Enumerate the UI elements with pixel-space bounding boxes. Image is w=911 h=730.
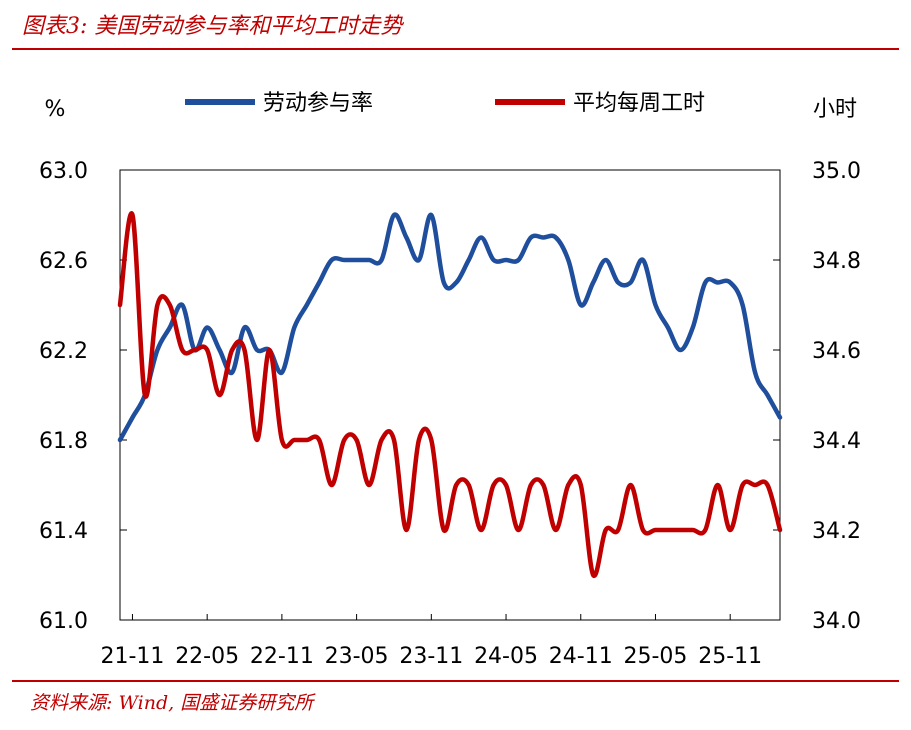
- series-line-1: [117, 212, 783, 443]
- y-right-tick-label: 35.0: [812, 159, 861, 184]
- y-right-tick-label: 34.2: [812, 519, 861, 544]
- y-right-tick-label: 34.8: [812, 249, 861, 274]
- x-tick-label: 24-11: [549, 644, 613, 669]
- x-tick-label: 23-05: [325, 644, 389, 669]
- y-left-tick-label: 62.2: [39, 339, 88, 364]
- y-left-tick-label: 61.4: [39, 519, 88, 544]
- y-left-tick-label: 62.6: [39, 249, 88, 274]
- y-left-tick-label: 61.8: [39, 429, 88, 454]
- legend-label-2: 平均每周工时: [573, 91, 705, 116]
- y-right-tick-label: 34.4: [812, 429, 861, 454]
- y-right-tick-label: 34.6: [812, 339, 861, 364]
- x-tick-label: 25-05: [624, 644, 688, 669]
- x-tick-label: 22-11: [250, 644, 314, 669]
- figure-title: 图表3: 美国劳动参与率和平均工时走势: [22, 14, 403, 39]
- y-right-tick-label: 34.0: [812, 609, 861, 634]
- x-tick-label: 25-11: [698, 644, 762, 669]
- title-rule: [12, 48, 899, 50]
- y-right-unit: 小时: [813, 97, 857, 122]
- x-tick-label: 23-11: [399, 644, 463, 669]
- source-rule: [12, 680, 899, 682]
- source-note: 资料来源: Wind, 国盛证券研究所: [30, 692, 314, 714]
- y-left-unit: %: [45, 97, 66, 122]
- y-left-tick-label: 61.0: [39, 609, 88, 634]
- y-left-tick-label: 63.0: [39, 159, 88, 184]
- plot-frame: [119, 169, 781, 621]
- series-line-2: [117, 211, 783, 578]
- x-tick-label: 24-05: [474, 644, 538, 669]
- x-tick-label: 21-11: [100, 644, 164, 669]
- x-tick-label: 22-05: [175, 644, 239, 669]
- legend-label-1: 劳动参与率: [263, 91, 373, 116]
